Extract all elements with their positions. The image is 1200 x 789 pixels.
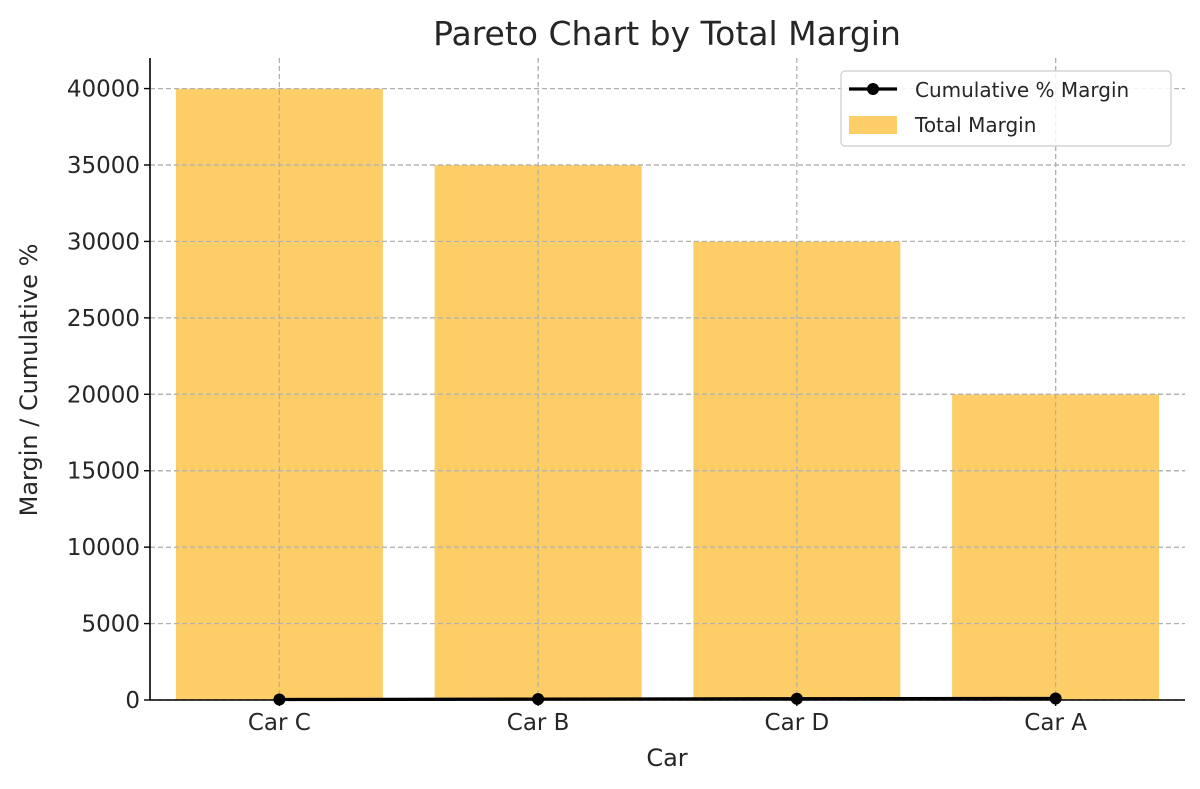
legend-box: [840, 70, 1172, 147]
legend-label: Total Margin: [914, 113, 1036, 137]
y-tick-label: 25000: [67, 306, 140, 332]
legend-line-marker: [867, 83, 879, 95]
axes: [144, 58, 1185, 706]
y-tick-label: 15000: [67, 459, 140, 485]
x-tick-label: Car D: [765, 710, 830, 736]
line-point: [532, 693, 545, 706]
y-tick-label: 20000: [67, 382, 140, 408]
legend: Cumulative % Margin Total Margin: [840, 70, 1172, 147]
x-tick-label: Car C: [248, 710, 311, 736]
y-tick-label: 5000: [81, 612, 140, 638]
legend-bar-swatch: [849, 116, 897, 134]
chart-title: Pareto Chart by Total Margin: [433, 14, 901, 53]
y-tick-label: 35000: [67, 153, 140, 179]
y-tick-label: 10000: [67, 535, 140, 561]
y-tick-label: 30000: [67, 229, 140, 255]
line-point: [790, 692, 803, 705]
y-tick-label: 40000: [67, 77, 140, 103]
x-tick-label: Car B: [507, 710, 570, 736]
legend-label: Cumulative % Margin: [915, 78, 1129, 102]
y-axis-label: Margin / Cumulative %: [15, 244, 43, 517]
cumulative-line: [273, 692, 1062, 706]
y-tick-labels: 0 5000 10000 15000 20000 25000 30000 35000 40000: [67, 77, 140, 714]
x-axis-label: Car: [646, 744, 687, 772]
x-tick-label: Car A: [1024, 710, 1087, 736]
x-tick-labels: Car C Car B Car D Car A: [248, 710, 1087, 736]
line-point: [1049, 692, 1062, 705]
y-tick-label: 0: [125, 688, 140, 714]
bars: [150, 58, 1185, 701]
